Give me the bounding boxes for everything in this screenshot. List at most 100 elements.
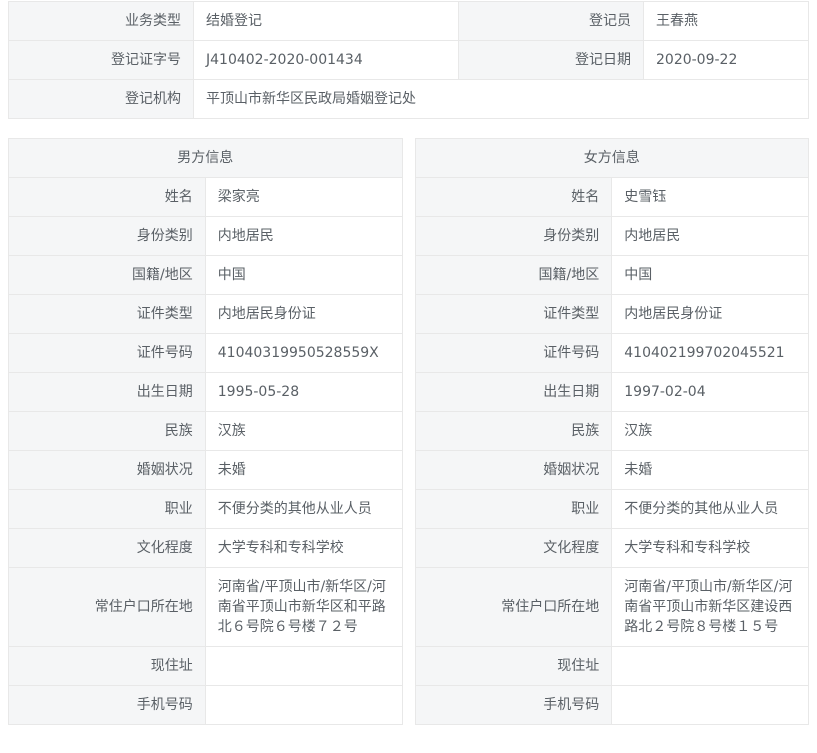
male-value-6: 汉族 (205, 411, 403, 451)
table-row: 登记证字号 J410402-2020-001434 登记日期 2020-09-2… (8, 40, 809, 80)
male-label-11: 现住址 (8, 646, 206, 686)
summary-value-registration-date: 2020-09-22 (643, 40, 809, 80)
table-row: 文化程度 大学专科和专科学校 (415, 528, 809, 568)
female-value-6: 汉族 (611, 411, 809, 451)
male-label-2: 国籍/地区 (8, 255, 206, 295)
female-value-3: 内地居民身份证 (611, 294, 809, 334)
female-label-3: 证件类型 (415, 294, 613, 334)
female-label-4: 证件号码 (415, 333, 613, 373)
table-row: 现住址 (8, 646, 403, 686)
male-table-body: 男方信息 姓名 梁家亮 身份类别 内地居民 国籍/地区 中国 证件类型 内地居民身份证 证件号码… (8, 138, 403, 725)
table-row: 文化程度 大学专科和专科学校 (8, 528, 403, 568)
female-value-5: 1997-02-04 (611, 372, 809, 412)
female-value-0: 史雪钰 (611, 177, 809, 217)
summary-label-business-type: 业务类型 (8, 1, 194, 41)
summary-value-certificate-number: J410402-2020-001434 (193, 40, 459, 80)
male-label-9: 文化程度 (8, 528, 206, 568)
summary-table-body: 业务类型 结婚登记 登记员 王春燕 登记证字号 J410402-2020-001… (8, 1, 809, 119)
female-label-0: 姓名 (415, 177, 613, 217)
male-value-3: 内地居民身份证 (205, 294, 403, 334)
table-row: 现住址 (415, 646, 809, 686)
female-value-2: 中国 (611, 255, 809, 295)
table-row: 民族 汉族 (415, 411, 809, 451)
female-value-11 (611, 646, 809, 686)
male-value-5: 1995-05-28 (205, 372, 403, 412)
summary-value-registration-office: 平顶山市新华区民政局婚姻登记处 (193, 79, 809, 119)
male-panel-title: 男方信息 (8, 138, 403, 178)
table-row: 民族 汉族 (8, 411, 403, 451)
male-value-12 (205, 685, 403, 725)
table-row: 婚姻状况 未婚 (415, 450, 809, 490)
table-row: 手机号码 (8, 685, 403, 725)
table-row: 业务类型 结婚登记 登记员 王春燕 (8, 1, 809, 41)
summary-label-certificate-number: 登记证字号 (8, 40, 194, 80)
table-row: 身份类别 内地居民 (415, 216, 809, 256)
registration-summary-table: 业务类型 结婚登记 登记员 王春燕 登记证字号 J410402-2020-001… (8, 1, 809, 119)
male-value-10: 河南省/平顶山市/新华区/河南省平顶山市新华区和平路北６号院６号楼７２号 (205, 567, 403, 647)
male-label-7: 婚姻状况 (8, 450, 206, 490)
female-table-body: 女方信息 姓名 史雪钰 身份类别 内地居民 国籍/地区 中国 证件类型 内地居民身份证 证件号码… (415, 138, 809, 725)
female-label-9: 文化程度 (415, 528, 613, 568)
female-panel-header-row: 女方信息 (415, 138, 809, 178)
table-row: 出生日期 1997-02-04 (415, 372, 809, 412)
table-row: 身份类别 内地居民 (8, 216, 403, 256)
female-info-table: 女方信息 姓名 史雪钰 身份类别 内地居民 国籍/地区 中国 证件类型 内地居民身份证 证件号码… (414, 138, 809, 725)
male-value-11 (205, 646, 403, 686)
male-label-1: 身份类别 (8, 216, 206, 256)
male-label-12: 手机号码 (8, 685, 206, 725)
table-row: 登记机构 平顶山市新华区民政局婚姻登记处 (8, 79, 809, 119)
summary-label-registrar: 登记员 (458, 1, 644, 41)
party-panels-container: 男方信息 姓名 梁家亮 身份类别 内地居民 国籍/地区 中国 证件类型 内地居民身份证 证件号码… (8, 138, 809, 725)
table-row: 证件类型 内地居民身份证 (415, 294, 809, 334)
male-value-0: 梁家亮 (205, 177, 403, 217)
male-value-1: 内地居民 (205, 216, 403, 256)
female-label-12: 手机号码 (415, 685, 613, 725)
table-row: 国籍/地区 中国 (415, 255, 809, 295)
table-row: 姓名 史雪钰 (415, 177, 809, 217)
male-info-panel: 男方信息 姓名 梁家亮 身份类别 内地居民 国籍/地区 中国 证件类型 内地居民身份证 证件号码… (8, 138, 403, 725)
male-value-8: 不便分类的其他从业人员 (205, 489, 403, 529)
female-value-4: 410402199702045521 (611, 333, 809, 373)
table-row: 证件类型 内地居民身份证 (8, 294, 403, 334)
male-label-10: 常住户口所在地 (8, 567, 206, 647)
table-row: 出生日期 1995-05-28 (8, 372, 403, 412)
male-label-4: 证件号码 (8, 333, 206, 373)
male-label-0: 姓名 (8, 177, 206, 217)
male-panel-header-row: 男方信息 (8, 138, 403, 178)
male-value-7: 未婚 (205, 450, 403, 490)
female-value-9: 大学专科和专科学校 (611, 528, 809, 568)
summary-label-registration-office: 登记机构 (8, 79, 194, 119)
table-row: 证件号码 410402199702045521 (415, 333, 809, 373)
male-label-5: 出生日期 (8, 372, 206, 412)
female-info-panel: 女方信息 姓名 史雪钰 身份类别 内地居民 国籍/地区 中国 证件类型 内地居民身份证 证件号码… (414, 138, 809, 725)
female-label-2: 国籍/地区 (415, 255, 613, 295)
table-row: 手机号码 (415, 685, 809, 725)
female-label-7: 婚姻状况 (415, 450, 613, 490)
male-value-9: 大学专科和专科学校 (205, 528, 403, 568)
male-label-3: 证件类型 (8, 294, 206, 334)
female-label-8: 职业 (415, 489, 613, 529)
female-value-12 (611, 685, 809, 725)
male-label-8: 职业 (8, 489, 206, 529)
table-row: 常住户口所在地 河南省/平顶山市/新华区/河南省平顶山市新华区和平路北６号院６号楼… (8, 567, 403, 647)
male-info-table: 男方信息 姓名 梁家亮 身份类别 内地居民 国籍/地区 中国 证件类型 内地居民身份证 证件号码… (8, 138, 403, 725)
table-row: 职业 不便分类的其他从业人员 (8, 489, 403, 529)
male-label-6: 民族 (8, 411, 206, 451)
summary-value-business-type: 结婚登记 (193, 1, 459, 41)
female-label-5: 出生日期 (415, 372, 613, 412)
summary-value-registrar: 王春燕 (643, 1, 809, 41)
female-label-11: 现住址 (415, 646, 613, 686)
table-row: 国籍/地区 中国 (8, 255, 403, 295)
male-value-2: 中国 (205, 255, 403, 295)
female-label-10: 常住户口所在地 (415, 567, 613, 647)
female-value-7: 未婚 (611, 450, 809, 490)
female-value-1: 内地居民 (611, 216, 809, 256)
summary-label-registration-date: 登记日期 (458, 40, 644, 80)
table-row: 婚姻状况 未婚 (8, 450, 403, 490)
table-row: 姓名 梁家亮 (8, 177, 403, 217)
table-row: 证件号码 41040319950528559X (8, 333, 403, 373)
male-value-4: 41040319950528559X (205, 333, 403, 373)
female-label-6: 民族 (415, 411, 613, 451)
table-row: 常住户口所在地 河南省/平顶山市/新华区/河南省平顶山市新华区建设西路北２号院８号… (415, 567, 809, 647)
